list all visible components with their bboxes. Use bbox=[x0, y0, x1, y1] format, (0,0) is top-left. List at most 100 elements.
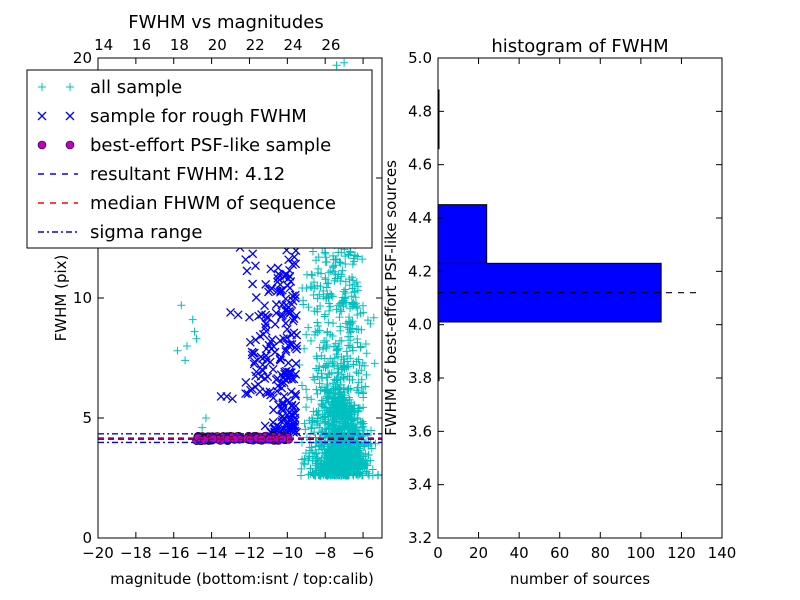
rough-sample-point bbox=[287, 401, 297, 411]
rough-sample-point bbox=[262, 312, 272, 322]
all-sample-point bbox=[321, 253, 330, 262]
all-sample-point bbox=[328, 332, 337, 341]
all-sample-point bbox=[324, 268, 333, 277]
all-sample-point bbox=[345, 313, 354, 322]
rough-sample-point bbox=[260, 421, 270, 431]
rough-sample-point bbox=[280, 414, 290, 424]
y-tick-label: 5 bbox=[82, 409, 92, 427]
all-sample-point bbox=[316, 460, 325, 469]
legend-label: sample for rough FWHM bbox=[90, 106, 307, 127]
rough-sample-point bbox=[282, 333, 292, 343]
all-sample-point bbox=[363, 316, 372, 325]
rough-sample-point bbox=[261, 279, 271, 289]
rough-sample-point bbox=[251, 371, 261, 381]
rough-sample-point bbox=[257, 310, 267, 319]
all-sample-point bbox=[301, 425, 310, 434]
all-sample-point bbox=[348, 273, 357, 282]
all-sample-point bbox=[177, 301, 186, 310]
all-sample-point bbox=[307, 395, 316, 404]
all-sample-point bbox=[354, 378, 363, 387]
all-sample-point bbox=[322, 283, 331, 292]
all-sample-point bbox=[324, 359, 333, 368]
all-sample-point bbox=[321, 363, 330, 372]
all-sample-point bbox=[368, 465, 377, 474]
y-tick-label: 4.6 bbox=[408, 156, 432, 174]
rough-sample-point bbox=[248, 249, 258, 259]
all-sample-point bbox=[357, 451, 366, 460]
rough-sample-point bbox=[275, 280, 285, 290]
all-sample-point bbox=[313, 414, 322, 423]
all-sample-point bbox=[353, 286, 362, 295]
all-sample-point bbox=[340, 293, 349, 302]
all-sample-point bbox=[313, 281, 322, 290]
all-sample-point bbox=[325, 369, 334, 378]
rough-sample-point bbox=[285, 283, 295, 293]
rough-sample-point bbox=[285, 416, 295, 426]
rough-sample-point bbox=[289, 374, 299, 384]
all-sample-point bbox=[359, 419, 368, 428]
all-sample-point bbox=[329, 384, 338, 393]
all-sample-point bbox=[308, 418, 317, 427]
all-sample-point bbox=[335, 397, 344, 406]
all-sample-point bbox=[353, 415, 362, 424]
all-sample-point bbox=[333, 346, 342, 355]
rough-sample-point bbox=[241, 389, 251, 399]
all-sample-point bbox=[310, 469, 319, 478]
legend-entry: sigma range bbox=[38, 222, 202, 243]
rough-sample-point bbox=[266, 337, 275, 347]
all-sample-point bbox=[316, 386, 325, 395]
all-sample-point bbox=[360, 426, 369, 435]
rough-sample-point bbox=[241, 377, 251, 387]
all-sample-point bbox=[315, 290, 324, 299]
all-sample-point bbox=[313, 294, 322, 303]
rough-sample-point bbox=[251, 293, 261, 302]
x-tick-label: −20 bbox=[82, 544, 114, 562]
all-sample-point bbox=[320, 412, 329, 421]
top-tick-label: 26 bbox=[321, 36, 340, 54]
all-sample-point bbox=[323, 327, 332, 336]
all-sample-point bbox=[350, 280, 359, 289]
rough-sample-point bbox=[269, 342, 279, 351]
all-sample-point bbox=[348, 461, 357, 470]
all-sample-point bbox=[314, 366, 323, 375]
rough-sample-point bbox=[280, 375, 290, 385]
all-sample-point bbox=[349, 457, 358, 466]
legend-marker bbox=[37, 111, 47, 121]
all-sample-point bbox=[340, 453, 349, 462]
rough-sample-point bbox=[227, 394, 237, 404]
all-sample-point bbox=[321, 273, 330, 282]
all-sample-point bbox=[356, 343, 365, 352]
all-sample-point bbox=[192, 334, 201, 343]
rough-sample-point bbox=[268, 418, 278, 427]
all-sample-point bbox=[337, 272, 346, 281]
rough-sample-point bbox=[226, 307, 235, 317]
rough-sample-point bbox=[246, 385, 255, 395]
all-sample-point bbox=[349, 420, 358, 429]
legend-marker bbox=[65, 140, 75, 150]
all-sample-point bbox=[334, 248, 343, 257]
top-tick-label: 24 bbox=[283, 36, 302, 54]
all-sample-point bbox=[314, 321, 323, 330]
all-sample-point bbox=[302, 385, 311, 394]
all-sample-point bbox=[334, 368, 343, 377]
all-sample-point bbox=[332, 61, 341, 70]
y-tick-label: 20 bbox=[73, 49, 92, 67]
all-sample-point bbox=[335, 257, 344, 266]
all-sample-point bbox=[309, 373, 318, 382]
rough-sample-point bbox=[289, 314, 299, 324]
all-sample-point bbox=[332, 375, 341, 384]
all-sample-point bbox=[344, 414, 353, 423]
all-sample-point bbox=[317, 269, 326, 278]
all-sample-point bbox=[353, 304, 362, 313]
all-sample-point bbox=[355, 361, 364, 370]
all-sample-point bbox=[344, 332, 353, 341]
all-sample-point bbox=[310, 428, 319, 437]
rough-sample-point bbox=[280, 270, 290, 280]
all-sample-point bbox=[343, 385, 352, 394]
all-sample-point bbox=[346, 247, 355, 256]
all-sample-point bbox=[322, 385, 331, 394]
all-sample-point bbox=[323, 471, 332, 480]
all-sample-point bbox=[309, 291, 318, 300]
rough-sample-point bbox=[216, 391, 226, 401]
scatter-legend: all sample sample for rough FWHM best-effo… bbox=[26, 69, 373, 249]
